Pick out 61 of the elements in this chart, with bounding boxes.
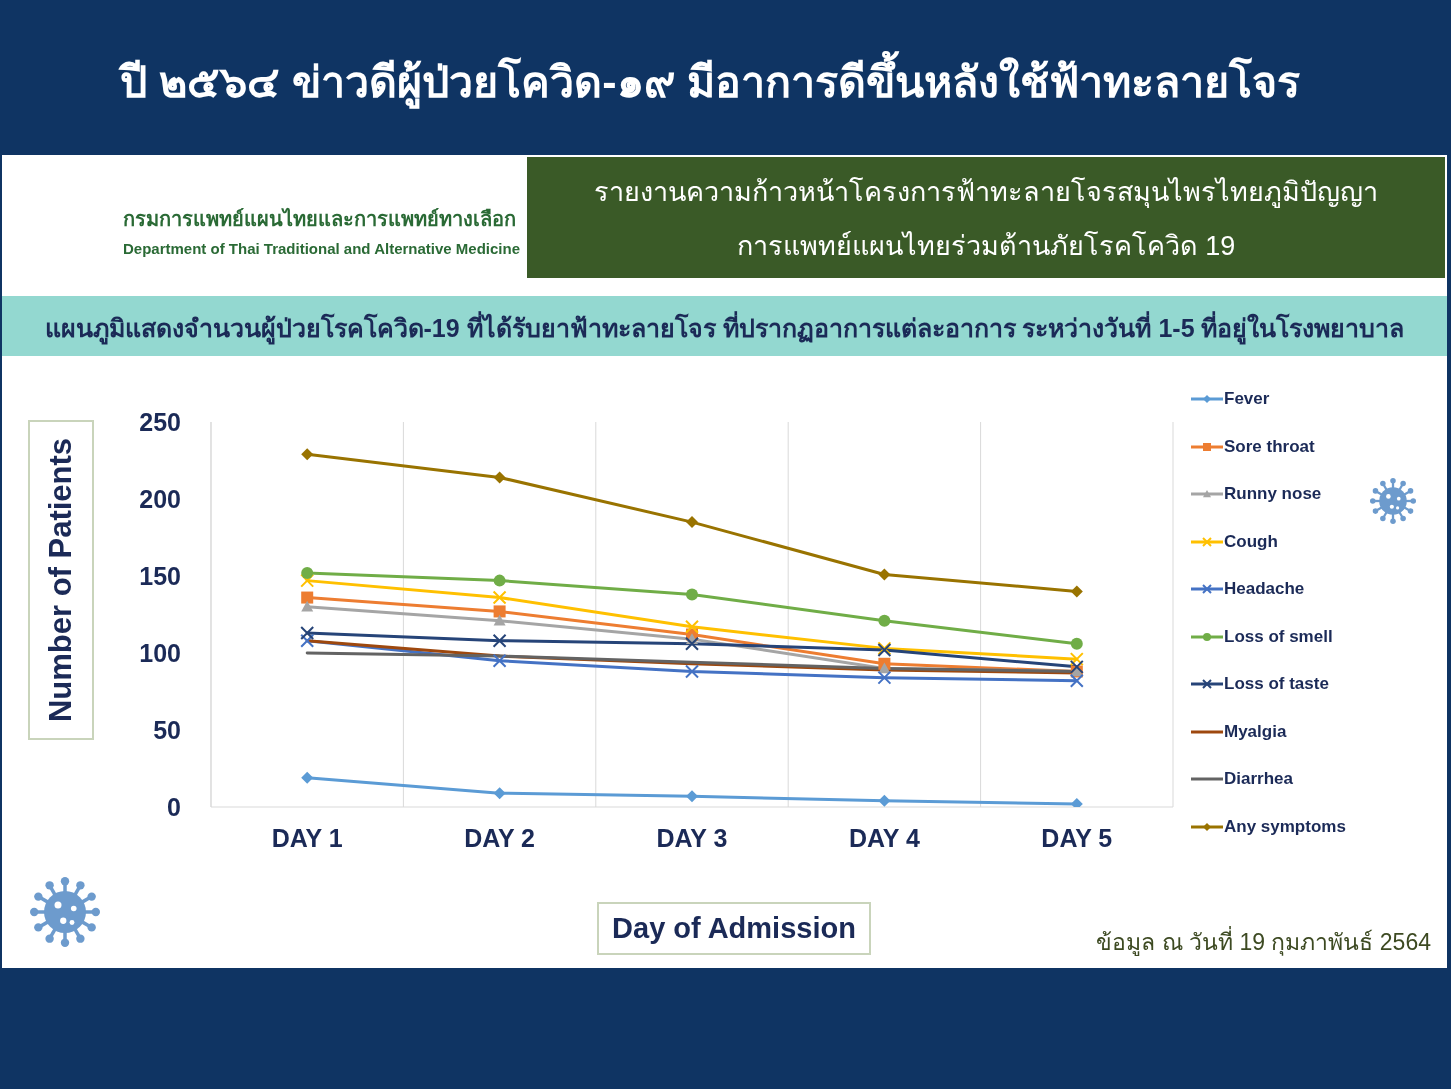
point [300, 625, 315, 640]
y-tick-label: 150 [139, 562, 181, 590]
y-tick-label: 50 [153, 716, 181, 744]
text: ข้อมูล ณ วันที่ 19 กุมภาพันธ์ 2564 [1096, 925, 1431, 958]
point [1070, 585, 1083, 598]
chart-subtitle: แผนภูมิแสดงจำนวนผู้ป่วยโรคโควิด-19 ที่ได้รับยาฟ้าทะลายโจร ที่ปรากฏอาการแต่ละอาการ ระหว่างวันที่ 1-5 ที่อยู่ในโรงพยาบาล [43, 310, 1406, 347]
point [301, 448, 314, 461]
point [878, 794, 891, 807]
point [493, 605, 506, 618]
x-tick-label: DAY 4 [848, 824, 920, 852]
point [878, 614, 891, 627]
legend-label: Diarrhea [1224, 768, 1293, 790]
point [492, 653, 507, 668]
legend-label: Loss of smell [1224, 625, 1333, 648]
point [1069, 659, 1084, 674]
point [493, 614, 506, 626]
point [492, 633, 507, 648]
y-tick-label: 100 [139, 639, 181, 667]
text: รายงานความก้าวหน้าโครงการฟ้าทะลายโจรสมุนไพรไทยภูมิปัญญา [593, 176, 1379, 210]
point [301, 591, 314, 604]
legend-label: Sore throat [1224, 435, 1315, 458]
point [493, 787, 506, 800]
legend-label: Any symptoms [1224, 815, 1346, 838]
legend-label: Runny nose [1224, 483, 1322, 505]
x-tick-label: DAY 2 [464, 824, 536, 852]
legend-label: Cough [1224, 530, 1278, 553]
point [493, 471, 506, 484]
text: การแพทย์แผนไทยร่วมต้านภัยโรคโควิด 19 [735, 230, 1237, 263]
legend-label: Headache [1224, 578, 1305, 600]
legend-label: Loss of taste [1224, 673, 1329, 695]
point [686, 588, 698, 601]
y-tick-label: 200 [139, 485, 181, 513]
chart-title: ปี ๒๕๖๔ ข่าวดีผู้ป่วยโควิด-๑๙ มีอาการดีขึ้นหลังใช้ฟ้าทะลายโจร [117, 50, 1301, 111]
point [685, 636, 699, 651]
y-tick-label: 0 [167, 793, 181, 821]
point [878, 568, 891, 581]
point [301, 771, 314, 784]
point [1070, 637, 1083, 650]
point [300, 573, 315, 588]
point [301, 566, 314, 579]
point [1069, 652, 1084, 667]
point [1069, 673, 1084, 688]
text: Department of Thai Traditional and Alternative Medicine [123, 240, 521, 257]
y-tick-label: 250 [139, 408, 181, 436]
point [685, 664, 699, 679]
x-axis-title: Day of Admission [597, 902, 871, 955]
y-axis-title: Number of Patients [43, 437, 79, 723]
legend-label: Myalgia [1224, 720, 1287, 743]
point [493, 574, 506, 587]
point [492, 590, 507, 605]
point [877, 670, 892, 685]
point [685, 619, 699, 634]
point [686, 516, 698, 529]
point [301, 600, 314, 612]
text: กรมการแพทย์แผนไทยและการแพทย์ทางเลือก [123, 207, 516, 232]
x-tick-label: DAY 1 [271, 824, 343, 852]
x-tick-label: DAY 5 [1041, 824, 1113, 852]
point [300, 633, 315, 648]
point [686, 790, 698, 803]
x-tick-label: DAY 3 [656, 824, 728, 852]
legend-label: Fever [1224, 388, 1270, 410]
